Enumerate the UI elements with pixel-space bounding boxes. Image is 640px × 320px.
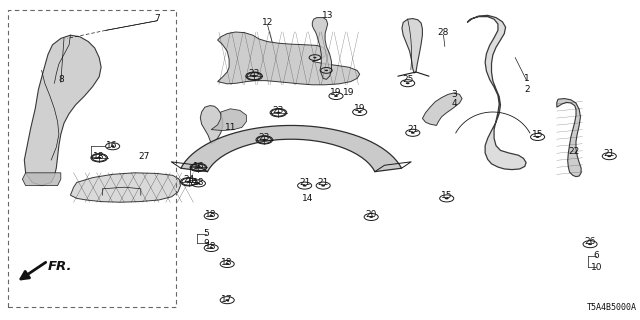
Circle shape (303, 185, 307, 187)
Text: 18: 18 (205, 210, 217, 219)
Polygon shape (211, 109, 246, 131)
Circle shape (324, 69, 328, 71)
Polygon shape (218, 32, 360, 85)
Circle shape (209, 215, 213, 217)
Text: 15: 15 (441, 191, 452, 200)
Text: 21: 21 (604, 149, 615, 158)
Text: 18: 18 (193, 178, 204, 187)
Text: 22: 22 (568, 147, 580, 156)
Text: 23: 23 (259, 133, 270, 142)
Text: 16: 16 (106, 141, 118, 150)
Circle shape (97, 157, 101, 159)
Polygon shape (467, 15, 526, 170)
Circle shape (313, 57, 317, 59)
Text: 15: 15 (532, 130, 543, 139)
Text: FR.: FR. (48, 260, 72, 273)
Circle shape (536, 136, 540, 138)
Text: 18: 18 (93, 152, 105, 161)
Circle shape (411, 132, 415, 134)
Text: 1: 1 (524, 74, 529, 83)
Circle shape (321, 185, 325, 187)
Text: 3: 3 (452, 90, 457, 99)
Circle shape (369, 216, 373, 218)
Polygon shape (24, 35, 101, 186)
Polygon shape (557, 99, 581, 177)
Text: 14: 14 (301, 194, 313, 203)
Text: 23: 23 (273, 106, 284, 115)
Circle shape (209, 247, 213, 249)
Text: 6: 6 (594, 252, 599, 260)
Text: 2: 2 (524, 85, 529, 94)
Circle shape (358, 111, 362, 113)
Text: 25: 25 (402, 76, 413, 84)
Text: 18: 18 (221, 258, 233, 267)
Circle shape (262, 139, 266, 141)
Circle shape (607, 155, 611, 157)
Circle shape (445, 197, 449, 199)
Text: 17: 17 (221, 295, 233, 304)
Text: 7: 7 (154, 14, 159, 23)
Text: 19: 19 (330, 88, 342, 97)
Circle shape (196, 166, 200, 168)
Text: 24: 24 (183, 175, 195, 184)
Circle shape (196, 182, 200, 184)
Text: 28: 28 (438, 28, 449, 37)
Text: 26: 26 (584, 237, 596, 246)
Text: 13: 13 (322, 12, 333, 20)
Circle shape (225, 263, 229, 265)
Text: 20: 20 (365, 210, 377, 219)
Text: 10: 10 (591, 263, 602, 272)
Text: 11: 11 (225, 124, 236, 132)
Polygon shape (200, 106, 223, 144)
Text: 27: 27 (138, 152, 150, 161)
Circle shape (111, 145, 115, 147)
Text: 21: 21 (317, 178, 329, 187)
Polygon shape (22, 173, 61, 186)
Text: 21: 21 (407, 125, 419, 134)
Circle shape (276, 112, 280, 114)
Text: 5: 5 (204, 229, 209, 238)
Text: 19: 19 (354, 104, 365, 113)
Polygon shape (422, 93, 462, 125)
Circle shape (334, 95, 338, 97)
Text: 19: 19 (343, 88, 355, 97)
Text: 23: 23 (248, 69, 260, 78)
Text: 4: 4 (452, 100, 457, 108)
Text: 12: 12 (262, 18, 273, 27)
Text: T5A4B5000A: T5A4B5000A (587, 303, 637, 312)
Circle shape (406, 82, 410, 84)
Text: 21: 21 (299, 178, 310, 187)
Text: 8: 8 (58, 76, 63, 84)
Circle shape (225, 299, 229, 301)
Polygon shape (312, 18, 332, 79)
Bar (8, 10, 176, 307)
Polygon shape (402, 19, 422, 73)
Circle shape (187, 181, 191, 183)
Text: 9: 9 (204, 239, 209, 248)
Text: 18: 18 (205, 242, 217, 251)
Circle shape (252, 75, 256, 77)
Circle shape (588, 243, 592, 245)
Polygon shape (181, 125, 401, 172)
Text: 16: 16 (193, 162, 204, 171)
Polygon shape (70, 173, 180, 202)
